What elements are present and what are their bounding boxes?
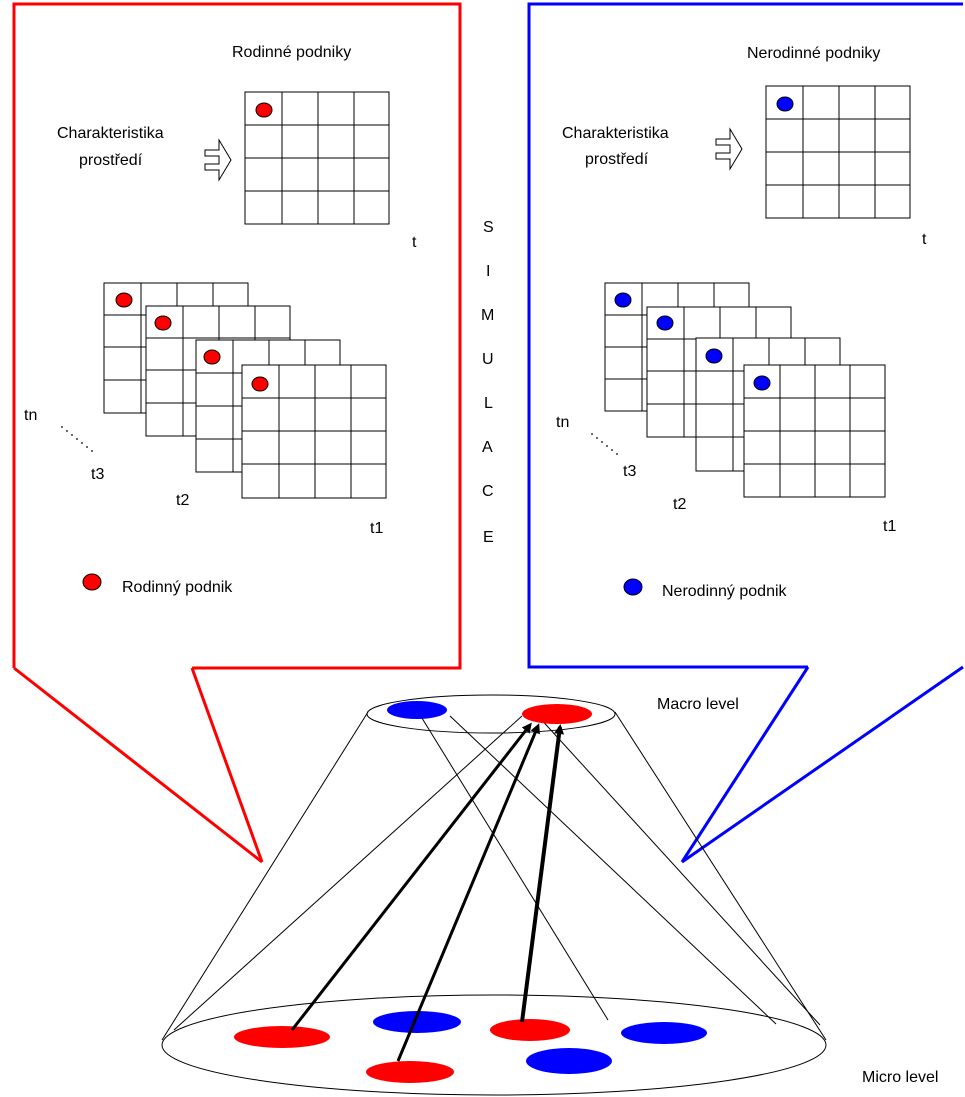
macro-level-label: Macro level: [657, 696, 739, 713]
micro-family-enterprise: [490, 1019, 570, 1041]
family-funnel-right: [190, 667, 264, 863]
nonfamily-t1-enterprise-dot: [753, 375, 771, 391]
micro-level-ellipse: [161, 994, 827, 1096]
family-input-arrow-icon: [204, 138, 232, 182]
micro-family-enterprise: [234, 1026, 330, 1048]
nonfamily-input-label-2: prostředí: [585, 151, 649, 168]
micro-nonfamily-enterprise: [373, 1011, 461, 1033]
micro-level-label: Micro level: [862, 1069, 938, 1086]
simulation-letter: C: [482, 483, 494, 500]
family-t1-enterprise-dot: [251, 376, 269, 392]
emergence-arrows: [290, 722, 565, 1062]
nonfamily-panel-frame: [527, 2, 963, 669]
family-time-t1: t1: [370, 520, 383, 537]
simulation-letter: M: [481, 307, 494, 324]
nonfamily-time-t2: t2: [673, 496, 686, 513]
family-time-dots: [61, 426, 93, 452]
nonfamily-current-grid: [765, 85, 911, 219]
emergence-arrow: [290, 722, 532, 1031]
nonfamily-legend-label: Nerodinný podnik: [662, 583, 788, 600]
nonfamily-tn-enterprise-dot: [614, 292, 632, 308]
family-legend-label: Rodinný podnik: [122, 579, 233, 596]
simulation-letter: A: [482, 439, 493, 456]
nonfamily-time-dots: [591, 433, 618, 455]
family-input-label-2: prostředí: [79, 152, 143, 169]
nonfamily-time-t: t: [922, 231, 927, 248]
family-input-label-1: Charakteristika: [57, 125, 164, 142]
family-time-t: t: [412, 234, 417, 251]
emergence-arrow: [520, 724, 565, 1023]
nonfamily-panel-title: Nerodinné podniky: [747, 45, 880, 62]
family-funnel-left: [13, 666, 263, 864]
micro-nonfamily-enterprise: [526, 1048, 612, 1074]
simulation-letter: I: [486, 263, 490, 280]
nonfamily-time-tn: tn: [556, 414, 569, 431]
macro-nonfamily-enterprise: [387, 701, 447, 719]
family-panel-title: Rodinné podniky: [232, 44, 351, 61]
micro-nonfamily-enterprise: [621, 1022, 707, 1044]
family-grid-t1: [241, 364, 387, 499]
nonfamily-t2-enterprise-dot: [705, 348, 723, 364]
family-panel: Rodinné podniky Charakteristika prostřed…: [12, 2, 462, 864]
level-cone: [161, 709, 827, 1041]
nonfamily-t3-enterprise-dot: [656, 315, 674, 331]
nonfamily-legend-dot: [623, 578, 643, 596]
nonfamily-time-t1: t1: [883, 518, 896, 535]
nonfamily-funnel-left: [680, 666, 810, 863]
nonfamily-funnel-right: [681, 665, 964, 864]
family-time-t3: t3: [91, 466, 104, 483]
family-legend-dot: [82, 573, 102, 591]
emergence-arrow: [396, 723, 540, 1062]
nonfamily-panel: Nerodinné podniky Charakteristika prostř…: [527, 2, 964, 864]
simulation-letter: U: [482, 351, 494, 368]
nonfamily-input-arrow-icon: [715, 127, 743, 171]
family-t3-enterprise-dot: [154, 315, 172, 331]
family-panel-frame: [12, 2, 462, 670]
family-time-tn: tn: [24, 407, 37, 424]
micro-family-enterprise: [366, 1061, 454, 1083]
family-time-t2: t2: [176, 492, 189, 509]
nonfamily-time-t3: t3: [623, 463, 636, 480]
nonfamily-input-label-1: Charakteristika: [562, 125, 669, 142]
simulation-letter: S: [483, 219, 494, 236]
family-t2-enterprise-dot: [203, 349, 221, 365]
nonfamily-grid-t1: [743, 364, 886, 498]
simulation-letter: L: [484, 395, 493, 412]
macro-family-enterprise: [522, 704, 592, 724]
nonfamily-current-enterprise-dot: [776, 96, 794, 112]
family-current-enterprise-dot: [255, 102, 273, 118]
simulation-label: S I M U L A C E: [481, 219, 494, 546]
simulation-letter: E: [483, 529, 494, 546]
macro-level-ellipse: [366, 694, 616, 734]
family-tn-enterprise-dot: [115, 292, 133, 308]
